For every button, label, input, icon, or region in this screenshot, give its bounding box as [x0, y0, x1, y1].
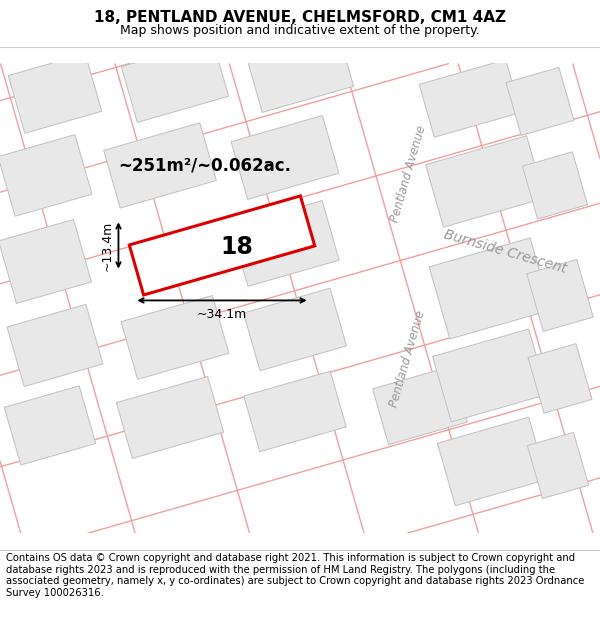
Polygon shape	[247, 31, 353, 112]
Text: ~251m²/~0.062ac.: ~251m²/~0.062ac.	[119, 156, 292, 174]
Polygon shape	[0, 134, 92, 216]
Text: Burnside Crescent: Burnside Crescent	[442, 228, 568, 276]
Polygon shape	[129, 196, 315, 295]
Polygon shape	[7, 304, 103, 386]
Polygon shape	[231, 116, 339, 199]
Polygon shape	[433, 329, 547, 422]
Polygon shape	[506, 68, 574, 136]
Polygon shape	[121, 41, 229, 122]
Text: 18, PENTLAND AVENUE, CHELMSFORD, CM1 4AZ: 18, PENTLAND AVENUE, CHELMSFORD, CM1 4AZ	[94, 10, 506, 25]
Text: Contains OS data © Crown copyright and database right 2021. This information is : Contains OS data © Crown copyright and d…	[6, 553, 584, 598]
Polygon shape	[528, 344, 592, 413]
Polygon shape	[527, 432, 589, 499]
Polygon shape	[419, 59, 521, 138]
Polygon shape	[527, 259, 593, 331]
Text: Map shows position and indicative extent of the property.: Map shows position and indicative extent…	[120, 24, 480, 36]
Polygon shape	[116, 376, 224, 458]
Polygon shape	[429, 238, 551, 339]
Polygon shape	[244, 288, 347, 371]
Polygon shape	[231, 201, 339, 286]
Polygon shape	[523, 152, 587, 219]
Text: ~34.1m: ~34.1m	[197, 308, 247, 321]
Polygon shape	[425, 136, 544, 227]
Polygon shape	[8, 54, 102, 133]
Polygon shape	[121, 296, 229, 379]
Polygon shape	[4, 386, 96, 465]
Polygon shape	[104, 123, 217, 208]
Polygon shape	[244, 371, 346, 452]
Text: Pentland Avenue: Pentland Avenue	[388, 124, 428, 223]
Polygon shape	[373, 366, 467, 444]
Text: ~13.4m: ~13.4m	[100, 220, 113, 271]
Text: Pentland Avenue: Pentland Avenue	[387, 309, 427, 408]
Polygon shape	[0, 219, 91, 303]
Text: 18: 18	[221, 236, 253, 259]
Polygon shape	[437, 417, 547, 506]
